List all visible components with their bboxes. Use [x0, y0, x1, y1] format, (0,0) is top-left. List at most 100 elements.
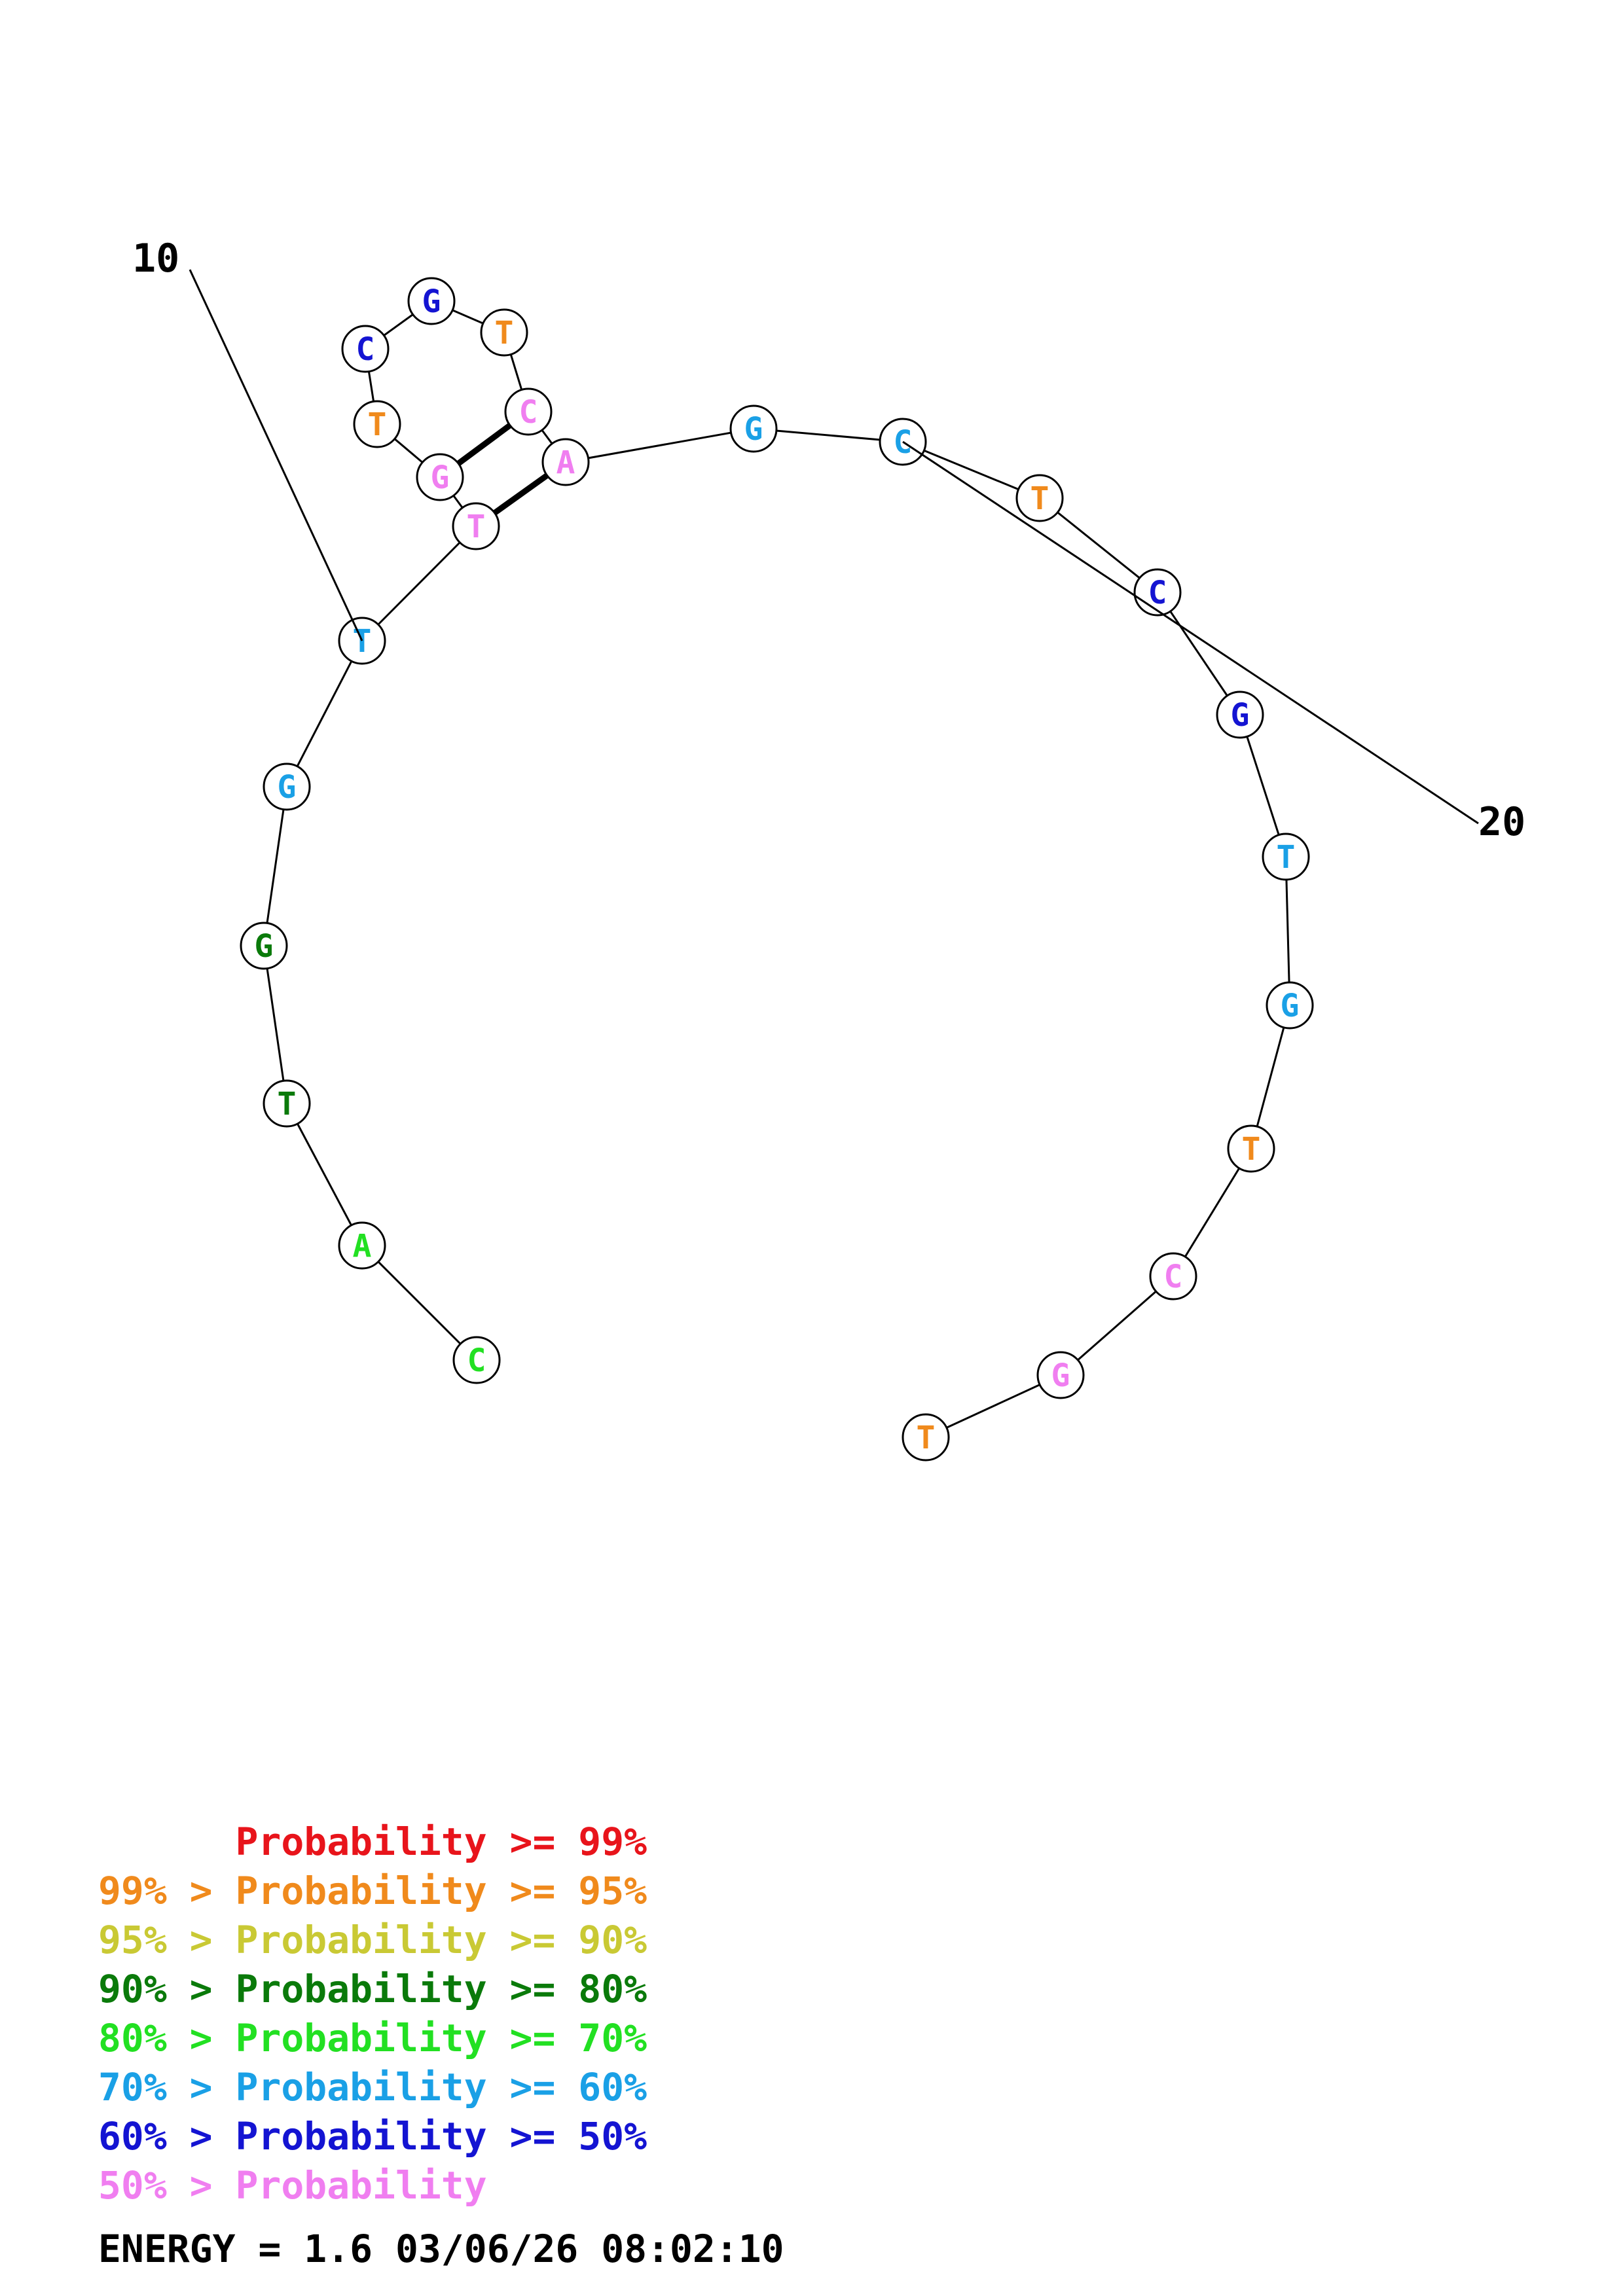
backbone-segment — [285, 640, 363, 787]
base-letter: G — [1051, 1357, 1070, 1394]
base-letter: T — [1030, 480, 1049, 517]
index-tick — [902, 440, 1479, 825]
index-label: 10 — [132, 236, 179, 281]
base-circle — [416, 453, 464, 501]
base-letter: T — [1242, 1131, 1261, 1168]
base-circle — [452, 502, 500, 550]
base-circle — [341, 325, 390, 373]
base-letter: G — [255, 928, 274, 965]
base-node: T — [1227, 1124, 1275, 1173]
base-node: T — [902, 1413, 950, 1462]
base-node: G — [1036, 1351, 1085, 1399]
base-node: C — [1149, 1252, 1197, 1300]
base-letter: A — [353, 1228, 372, 1265]
base-circle — [353, 400, 401, 448]
base-circle — [263, 1079, 311, 1128]
base-letter: C — [1148, 575, 1167, 611]
base-node: G — [407, 277, 456, 325]
base-letter: T — [495, 315, 514, 351]
base-letter: T — [278, 1086, 297, 1122]
backbone-segment — [1060, 1275, 1174, 1376]
base-node: T — [263, 1079, 311, 1128]
base-node: G — [1216, 691, 1264, 739]
backbone-segment — [1039, 497, 1158, 594]
base-letter: G — [278, 769, 297, 806]
base-letter: T — [917, 1420, 936, 1456]
base-circle — [902, 1413, 950, 1462]
base-circle — [729, 404, 778, 453]
index-labels: 10 20 — [132, 236, 1525, 845]
base-letter: A — [556, 444, 575, 481]
legend-entry: 95% > Probability >= 90% — [98, 1918, 647, 1962]
base-circle — [1149, 1252, 1197, 1300]
legend-entry: Probability >= 99% — [98, 1820, 647, 1864]
base-letter: G — [431, 459, 450, 496]
energy-label: ENERGY = 1.6 03/06/26 08:02:10 — [98, 2227, 784, 2271]
backbone-segment — [361, 525, 477, 642]
base-node: C — [504, 387, 553, 436]
legend-entry: 99% > Probability >= 95% — [98, 1869, 647, 1913]
base-letter: T — [467, 509, 486, 545]
base-letter: T — [1277, 839, 1296, 876]
legend-entry: 70% > Probability >= 60% — [98, 2065, 647, 2109]
base-node: T — [1262, 833, 1310, 881]
base-node: G — [240, 922, 288, 970]
base-node: T — [452, 502, 500, 550]
base-letter: G — [1231, 697, 1250, 734]
base-circle — [504, 387, 553, 436]
backbone-segment — [925, 1374, 1061, 1439]
backbone-segment — [1285, 856, 1291, 1006]
backbone-segment — [1250, 1005, 1291, 1149]
legend-entry: 90% > Probability >= 80% — [98, 1967, 647, 2011]
legend-entry: 80% > Probability >= 70% — [98, 2016, 647, 2060]
index-label: 20 — [1478, 799, 1525, 845]
base-circle — [338, 1221, 386, 1270]
base-letter: G — [1281, 988, 1300, 1024]
base-circle — [1216, 691, 1264, 739]
base-node: G — [1266, 981, 1314, 1030]
base-node: C — [452, 1336, 501, 1384]
base-node: C — [1133, 568, 1182, 617]
legend-entry: 50% > Probability — [98, 2163, 487, 2208]
base-circle — [263, 762, 311, 811]
backbone-segment — [565, 427, 754, 463]
base-letter: C — [356, 331, 375, 368]
base-node: G — [729, 404, 778, 453]
backbone-segment — [1239, 714, 1287, 857]
base-letter: C — [1164, 1259, 1183, 1295]
base-letter: C — [519, 394, 538, 431]
probability-legend: Probability >= 99% 99% > Probability >= 9… — [98, 1820, 647, 2208]
base-letter: G — [744, 411, 763, 448]
backbone-segment — [902, 440, 1040, 499]
base-circle — [240, 922, 288, 970]
base-circle — [407, 277, 456, 325]
base-circle — [1015, 474, 1064, 522]
base-letter: T — [368, 406, 387, 443]
base-node: C — [341, 325, 390, 373]
base-node: G — [416, 453, 464, 501]
base-circle — [1266, 981, 1314, 1030]
base-circle — [1262, 833, 1310, 881]
base-circle — [452, 1336, 501, 1384]
base-node: A — [338, 1221, 386, 1270]
backbone-segment — [1172, 1148, 1252, 1277]
base-node: T — [1015, 474, 1064, 522]
base-node: G — [263, 762, 311, 811]
backbone-segment — [285, 1103, 363, 1246]
backbone-segment — [263, 945, 288, 1104]
base-node: T — [353, 400, 401, 448]
backbone-segment — [753, 427, 903, 443]
base-letter: C — [467, 1342, 486, 1379]
base-circle — [541, 438, 590, 486]
base-node: T — [480, 308, 528, 357]
legend-entry: 60% > Probability >= 50% — [98, 2114, 647, 2159]
base-letter: G — [422, 283, 441, 320]
backbone-segment — [361, 1244, 478, 1361]
backbone-segment — [263, 786, 288, 946]
backbone-segment — [1156, 592, 1241, 715]
base-circle — [1227, 1124, 1275, 1173]
base-circle — [1036, 1351, 1085, 1399]
index-tick — [189, 269, 363, 641]
base-circle — [480, 308, 528, 357]
